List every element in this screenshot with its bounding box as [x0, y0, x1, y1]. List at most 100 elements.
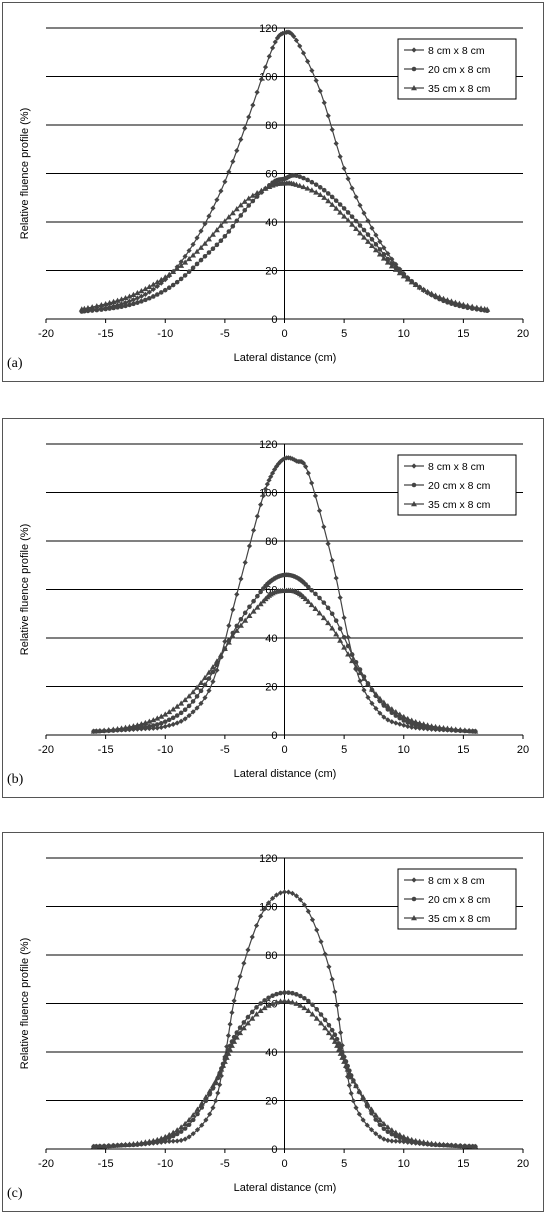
chart-a-series-1-point-25	[178, 276, 184, 282]
chart-c-series-0-point-18	[162, 1139, 168, 1145]
chart-b-series-2-point-95	[420, 721, 427, 727]
chart-a-series-2-point-37	[225, 214, 232, 220]
chart-a-series-0-point-36	[222, 179, 228, 185]
chart-a-y-tick-label-1: 20	[265, 266, 277, 278]
chart-c-series-0-point-33	[217, 1082, 223, 1088]
chart-b-series-1-point-72	[329, 611, 335, 617]
chart-c-series-0-point-65	[326, 964, 332, 970]
chart-b-series-1-point-24	[186, 703, 192, 709]
chart-c-series-2-point-98	[432, 1141, 439, 1147]
chart-a-series-2-point-68	[325, 198, 332, 204]
chart-c-series-1-point-43	[237, 1025, 243, 1030]
chart-a-series-1-point-63	[305, 177, 310, 183]
chart-svg-a: 0 20 40 60 80 100 120 -20 -15 -10 -5 0 5 10 15 20 Latera…	[7, 23, 529, 371]
chart-a-series-0-point-68	[325, 113, 331, 119]
chart-a-series-1-point-30	[198, 257, 204, 263]
chart-c-series-0-point-62	[314, 927, 320, 933]
chart-c-series-2-point-99	[436, 1141, 443, 1147]
chart-b-series-1-point-39	[247, 604, 252, 610]
chart-c-x-tick-label-7: 15	[457, 1158, 469, 1170]
chart-c-series-2-point-104	[457, 1142, 464, 1149]
chart-a-series-2-point-28	[190, 252, 197, 258]
chart-b-y-tick-label-6: 120	[259, 439, 277, 451]
chart-c-series-1-point-46	[249, 1009, 255, 1015]
chart-a-series-1-point-74	[349, 214, 355, 219]
chart-a-series-2-point-65	[313, 189, 320, 195]
chart-b-legend-marker-2	[411, 501, 417, 507]
chart-a-series-2-point-96	[436, 294, 443, 300]
chart-a-series-0-point-42	[246, 114, 252, 120]
chart-b-series-2-point-74	[337, 637, 344, 643]
chart-a-series-1-point-9	[115, 305, 120, 310]
chart-a-series-2-point-70	[333, 205, 340, 211]
chart-a-series-0-point-34	[214, 197, 220, 203]
chart-a-series-1-point-14	[135, 300, 140, 305]
chart-c-series-1-point-67	[332, 1032, 338, 1038]
chart-c-series-0-point-63	[318, 939, 324, 945]
chart-b-series-2-point-79	[357, 669, 364, 676]
chart-a-series-1-point-79	[369, 237, 375, 242]
chart-a-series-1-point-42	[246, 203, 252, 208]
chart-a-series-0-point-60	[293, 37, 300, 43]
chart-b-series-2-point-24	[186, 693, 193, 699]
chart-c-series-1-point-57	[294, 992, 299, 997]
chart-b-series-1-point-20	[170, 715, 176, 721]
chart-b-series-0-point-20	[170, 721, 176, 727]
chart-b-series-1-point-28	[202, 682, 208, 688]
chart-c-series-0-point-68	[334, 1002, 340, 1008]
chart-a-series-1-point-34	[214, 242, 220, 248]
chart-a-series-0-point-19	[154, 283, 160, 290]
chart-a-series-1-point-40	[238, 213, 244, 218]
chart-a-series-0-point-77	[361, 210, 367, 216]
chart-a-series-2-point-21	[162, 274, 169, 280]
chart-c-series-2-point-18	[162, 1133, 169, 1140]
chart-c-series-1-point-22	[178, 1129, 184, 1134]
chart-b-series-1-point-16	[155, 722, 160, 727]
chart-c-series-1-point-21	[174, 1131, 180, 1137]
chart-c-series-0-point-22	[178, 1137, 184, 1143]
chart-a-series-0-point-61	[297, 43, 303, 49]
chart-a-series-0-point-40	[238, 136, 244, 143]
chart-b-series-0-point-24	[186, 713, 192, 719]
chart-c-series-2-point-24	[186, 1116, 193, 1123]
chart-b-series-1-point-41	[255, 593, 260, 599]
chart-c-series-1-point-65	[326, 1022, 332, 1028]
chart-a-series-2-point-97	[440, 295, 447, 301]
chart-c-series-0-point-55	[285, 889, 292, 895]
chart-c-series-2-point-68	[334, 1042, 341, 1048]
chart-a-series-1-point-75	[353, 218, 359, 224]
chart-c-series-1-point-26	[195, 1111, 200, 1117]
chart-c-series-2-point-88	[392, 1129, 399, 1135]
chart-a-series-2-point-11	[122, 294, 129, 301]
chart-a-series-2-point-108	[484, 306, 491, 312]
chart-c-series-markers-2	[90, 998, 479, 1149]
chart-a-series-2-point-77	[361, 234, 367, 240]
chart-b-series-0-point-79	[357, 678, 363, 684]
chart-a-series-0-point-64	[309, 67, 315, 74]
chart-b-series-0-point-57	[287, 455, 294, 461]
chart-c-series-0-point-19	[166, 1138, 172, 1144]
chart-c-series-2-point-49	[261, 1004, 268, 1011]
chart-b-series-2-point-87	[388, 706, 395, 712]
chart-c-series-2-point-74	[344, 1066, 351, 1072]
chart-b-series-2-point-86	[384, 703, 391, 709]
chart-a-series-1-point-72	[341, 206, 347, 211]
chart-a-series-2-point-66	[317, 191, 324, 198]
chart-c-series-2-point-57	[293, 1000, 300, 1006]
chart-c-x-tick-label-2: -10	[157, 1158, 173, 1170]
chart-b-series-1-point-21	[174, 713, 180, 718]
chart-a-series-1-point-26	[182, 273, 188, 278]
chart-c-series-2-point-108	[472, 1143, 479, 1149]
chart-c-series-2-point-69	[335, 1046, 342, 1052]
chart-b-series-0-point-81	[365, 694, 371, 701]
chart-c-series-1-point-45	[245, 1014, 251, 1020]
chart-a-x-tick-label-6: 10	[398, 328, 410, 340]
chart-c-series-1-point-24	[186, 1122, 192, 1128]
chart-c-series-1-point-68	[334, 1036, 340, 1042]
chart-a-x-tick-label-7: 15	[457, 328, 469, 340]
chart-b-series-1-point-68	[313, 591, 318, 597]
chart-a-series-2-point-47	[266, 183, 273, 190]
chart-c-series-2-point-34	[218, 1066, 225, 1072]
chart-c-series-2-point-100	[440, 1141, 447, 1147]
chart-b-series-0-point-35	[230, 607, 236, 613]
